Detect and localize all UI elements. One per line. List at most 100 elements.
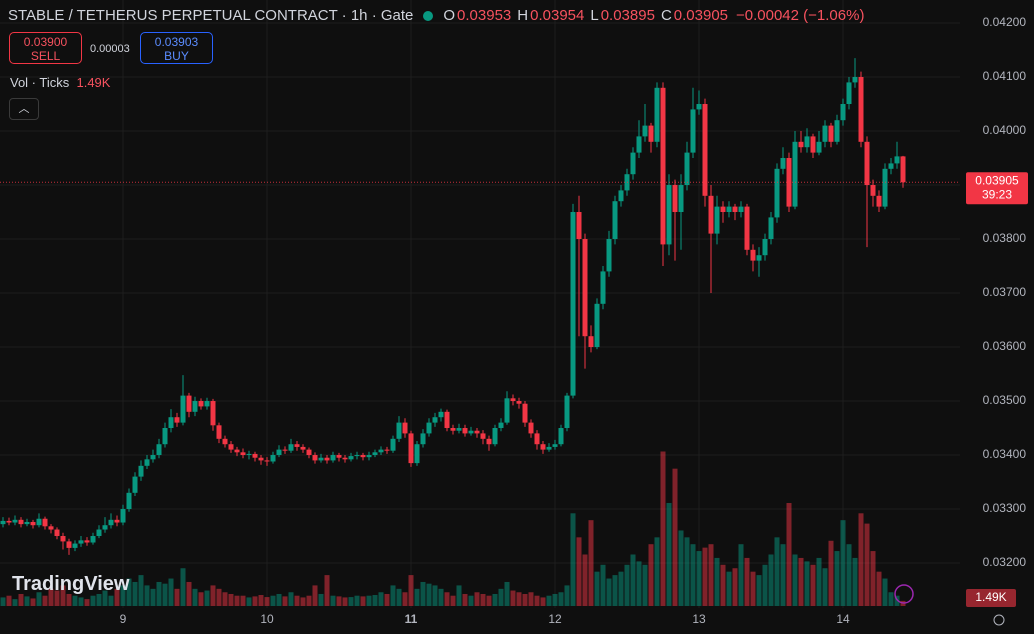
volume-bar bbox=[636, 561, 642, 606]
sell-button[interactable]: 0.03900 SELL bbox=[9, 32, 82, 64]
candle-body bbox=[570, 212, 576, 396]
volume-bar bbox=[522, 593, 528, 606]
candle-body bbox=[558, 428, 564, 445]
candle-body bbox=[684, 152, 690, 186]
volume-bar bbox=[870, 551, 876, 606]
ohlc-key: C bbox=[660, 7, 672, 24]
x-tick-label: 14 bbox=[836, 612, 850, 626]
volume-bar bbox=[48, 588, 54, 606]
volume-bar bbox=[246, 597, 252, 606]
candle-body bbox=[408, 433, 414, 464]
candle-body bbox=[162, 428, 168, 445]
volume-bar bbox=[414, 588, 420, 606]
candle-body bbox=[726, 206, 732, 213]
volume-bar bbox=[84, 599, 90, 606]
candle-body bbox=[882, 168, 888, 207]
volume-bar bbox=[702, 547, 708, 606]
volume-bar bbox=[384, 593, 390, 606]
candle-body bbox=[546, 446, 552, 450]
candle-body bbox=[378, 449, 384, 453]
buy-button[interactable]: 0.03903 BUY bbox=[140, 32, 213, 64]
candle-body bbox=[264, 460, 270, 462]
buy-label: BUY bbox=[164, 49, 189, 63]
volume-bar bbox=[282, 596, 288, 606]
volume-bar bbox=[780, 544, 786, 606]
volume-bar bbox=[660, 451, 666, 606]
volume-bar bbox=[570, 513, 576, 606]
volume-bar bbox=[180, 568, 186, 606]
candle-body bbox=[822, 125, 828, 142]
candle-body bbox=[90, 536, 96, 543]
volume-bar bbox=[678, 530, 684, 606]
candle-body bbox=[612, 201, 618, 240]
volume-bar bbox=[150, 588, 156, 606]
volume-bar bbox=[216, 588, 222, 606]
volume-bar bbox=[852, 557, 858, 606]
volume-bar bbox=[510, 590, 516, 606]
volume-bar bbox=[174, 588, 180, 606]
volume-bar bbox=[486, 595, 492, 606]
y-tick-label: 0.03800 bbox=[983, 231, 1027, 245]
volume-bar bbox=[192, 588, 198, 606]
volume-bar bbox=[378, 592, 384, 606]
y-tick-label: 0.04000 bbox=[983, 123, 1027, 137]
volume-bar bbox=[420, 581, 426, 606]
symbol-title[interactable]: STABLE / TETHERUS PERPETUAL CONTRACT · 1… bbox=[8, 7, 414, 24]
volume-axis-label: 1.49K bbox=[975, 590, 1006, 604]
spread: 0.00003 bbox=[90, 43, 130, 55]
candle-body bbox=[0, 520, 6, 525]
candle-body bbox=[804, 136, 810, 148]
x-tick-label: 12 bbox=[548, 612, 562, 626]
collapse-toggle[interactable]: ︿ bbox=[9, 98, 39, 120]
volume-bar bbox=[234, 595, 240, 606]
volume-bar bbox=[372, 595, 378, 606]
countdown: 39:23 bbox=[982, 187, 1012, 201]
candle-body bbox=[888, 163, 894, 169]
candle-body bbox=[864, 141, 870, 186]
volume-bar bbox=[864, 523, 870, 606]
candle-body bbox=[702, 104, 708, 196]
candle-body bbox=[438, 411, 444, 418]
volume-title: Vol · Ticks bbox=[10, 75, 70, 90]
candle-body bbox=[564, 395, 570, 429]
candle-body bbox=[582, 239, 588, 337]
candle-body bbox=[576, 212, 582, 240]
candle-body bbox=[600, 271, 606, 304]
y-tick-label: 0.03700 bbox=[983, 285, 1027, 299]
candle-body bbox=[138, 465, 144, 477]
candle-body bbox=[78, 540, 84, 544]
volume-bar bbox=[696, 551, 702, 606]
volume-bar bbox=[390, 585, 396, 606]
ohlc-value: 0.03905 bbox=[673, 7, 729, 24]
candle-body bbox=[6, 520, 12, 523]
candle-body bbox=[192, 401, 198, 412]
volume-bar bbox=[732, 568, 738, 606]
candle-body bbox=[462, 428, 468, 434]
candle-body bbox=[360, 455, 366, 458]
volume-bar bbox=[498, 588, 504, 606]
volume-bar bbox=[846, 544, 852, 606]
candle-body bbox=[780, 158, 786, 169]
volume-bar bbox=[312, 585, 318, 606]
candle-body bbox=[486, 438, 492, 445]
volume-bar bbox=[516, 592, 522, 606]
volume-bar bbox=[750, 571, 756, 606]
candle-body bbox=[678, 185, 684, 213]
candle-body bbox=[132, 476, 138, 493]
candle-body bbox=[480, 433, 486, 439]
volume-bar bbox=[30, 598, 36, 606]
volume-bar bbox=[876, 571, 882, 606]
volume-bar bbox=[396, 588, 402, 606]
volume-bar bbox=[594, 571, 600, 606]
volume-bar bbox=[624, 564, 630, 606]
volume-bar bbox=[432, 585, 438, 606]
volume-bar bbox=[228, 593, 234, 606]
candle-body bbox=[324, 457, 330, 461]
volume-bar bbox=[462, 593, 468, 606]
candle-body bbox=[504, 398, 510, 423]
candle-body bbox=[204, 401, 210, 407]
candle-body bbox=[234, 449, 240, 453]
candle-body bbox=[216, 425, 222, 439]
candle-body bbox=[594, 303, 600, 348]
